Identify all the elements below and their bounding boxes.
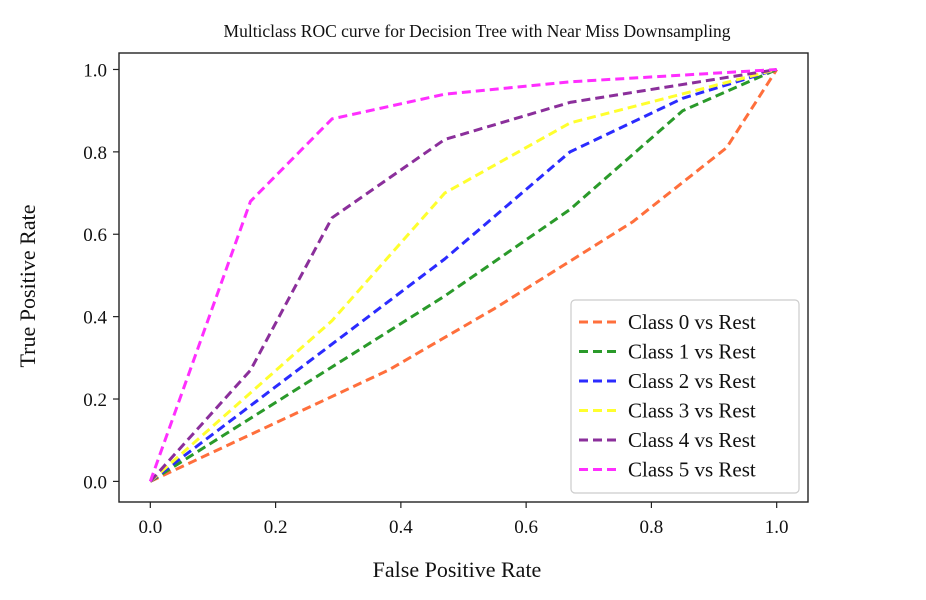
y-axis-ticks: 0.0 0.2 0.4 0.6 0.8 1.0 [83,60,119,493]
series-layer [148,68,778,483]
x-tick-label: 0.0 [138,517,162,538]
legend-label-class-4: Class 4 vs Rest [628,428,756,452]
y-tick-label: 0.2 [83,390,107,411]
x-axis-ticks: 0.0 0.2 0.4 0.6 0.8 1.0 [138,502,789,538]
roc-line-class-5 [148,68,777,482]
legend-box [570,299,800,494]
legend-label-class-2: Class 2 vs Rest [628,369,756,393]
x-tick-label: 0.8 [640,517,664,538]
plot-frame [118,52,809,503]
y-tick-label: 0.6 [83,225,107,246]
legend-label-class-1: Class 1 vs Rest [628,340,756,364]
x-tick-label: 0.4 [389,517,413,538]
roc-line-class-3 [149,68,778,483]
x-tick-label: 0.2 [264,517,288,538]
roc-line-class-1 [149,68,778,483]
y-tick-label: 0.8 [83,143,107,164]
y-tick-label: 1.0 [83,60,107,81]
roc-line-class-2 [149,68,778,483]
legend-label-class-3: Class 3 vs Rest [628,399,756,423]
roc-line-class-0 [149,68,778,483]
x-axis-label: False Positive Rate [373,557,542,582]
y-axis-label: True Positive Rate [15,205,40,368]
y-tick-label: 0.4 [83,308,107,329]
y-tick-label: 0.0 [83,472,107,493]
chart-title: Multiclass ROC curve for Decision Tree w… [224,21,731,41]
x-tick-label: 0.6 [514,517,538,538]
legend-label-class-5: Class 5 vs Rest [628,458,756,482]
legend: Class 0 vs Rest Class 1 vs Rest Class 2 vs… [570,299,800,494]
x-tick-label: 1.0 [765,517,789,538]
legend-label-class-0: Class 0 vs Rest [628,310,756,334]
